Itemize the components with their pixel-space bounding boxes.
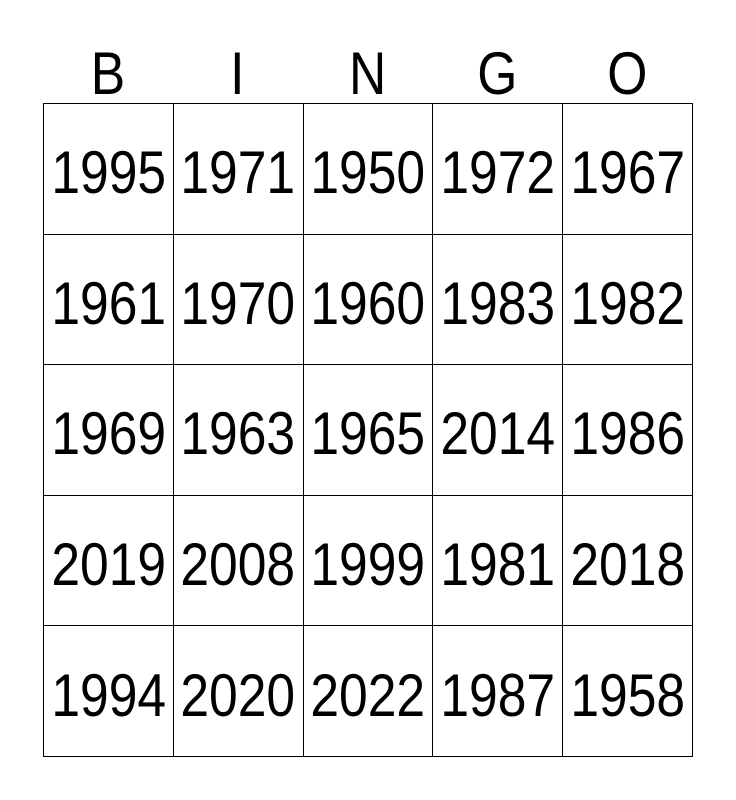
cell-value: 2019 bbox=[51, 531, 166, 599]
header-cell-b: B bbox=[43, 0, 173, 104]
header-cell-i: I bbox=[173, 0, 303, 104]
bingo-cell-r1c5[interactable]: 1967 bbox=[563, 104, 693, 235]
cell-value: 1963 bbox=[180, 400, 296, 468]
cell-value: 1950 bbox=[310, 139, 426, 207]
header-letter-i: I bbox=[230, 40, 245, 107]
bingo-grid: 1995 1971 1950 1972 1967 1961 1970 1960 … bbox=[43, 103, 693, 757]
bingo-cell-r2c2[interactable]: 1970 bbox=[173, 234, 304, 366]
bingo-cell-r4c4[interactable]: 1981 bbox=[433, 495, 564, 627]
bingo-cell-r5c4[interactable]: 1987 bbox=[433, 626, 564, 757]
cell-value: 1972 bbox=[440, 139, 556, 207]
bingo-cell-r2c5[interactable]: 1982 bbox=[563, 234, 693, 366]
bingo-cell-r2c4[interactable]: 1983 bbox=[433, 234, 564, 366]
bingo-cell-r3c4[interactable]: 2014 bbox=[433, 365, 564, 496]
cell-value: 1969 bbox=[51, 400, 166, 468]
bingo-card: B I N G O 1995 1971 1950 1972 1967 bbox=[43, 0, 693, 757]
cell-value: 1967 bbox=[570, 139, 685, 207]
cell-value: 2020 bbox=[180, 661, 296, 729]
header-letter-b: B bbox=[90, 40, 126, 107]
bingo-cell-r1c1[interactable]: 1995 bbox=[44, 104, 174, 235]
bingo-cell-r1c4[interactable]: 1972 bbox=[433, 104, 564, 235]
bingo-cell-r4c1[interactable]: 2019 bbox=[44, 495, 174, 627]
cell-value: 1958 bbox=[570, 661, 685, 729]
cell-value: 1960 bbox=[310, 269, 426, 337]
bingo-cell-r4c5[interactable]: 2018 bbox=[563, 495, 693, 627]
cell-value: 1970 bbox=[180, 269, 296, 337]
header-cell-n: N bbox=[303, 0, 433, 104]
header-cell-g: G bbox=[432, 0, 562, 104]
cell-value: 1982 bbox=[570, 269, 685, 337]
header-cell-o: O bbox=[562, 0, 692, 104]
header-letter-n: N bbox=[348, 40, 387, 107]
cell-value: 1999 bbox=[310, 531, 426, 599]
bingo-cell-r3c2[interactable]: 1963 bbox=[173, 365, 304, 496]
cell-value: 2018 bbox=[570, 531, 685, 599]
cell-value: 2008 bbox=[180, 531, 296, 599]
cell-value: 1961 bbox=[51, 269, 166, 337]
bingo-cell-r3c1[interactable]: 1969 bbox=[44, 365, 174, 496]
bingo-cell-r4c3[interactable]: 1999 bbox=[303, 495, 434, 627]
cell-value: 2014 bbox=[440, 400, 556, 468]
cell-value: 2022 bbox=[310, 661, 426, 729]
bingo-cell-r5c2[interactable]: 2020 bbox=[173, 626, 304, 757]
cell-value: 1965 bbox=[310, 400, 426, 468]
bingo-cell-r4c2[interactable]: 2008 bbox=[173, 495, 304, 627]
header-letter-o: O bbox=[607, 40, 648, 107]
bingo-cell-r1c3[interactable]: 1950 bbox=[303, 104, 434, 235]
bingo-cell-r2c3[interactable]: 1960 bbox=[303, 234, 434, 366]
cell-value: 1995 bbox=[51, 139, 166, 207]
bingo-cell-r5c1[interactable]: 1994 bbox=[44, 626, 174, 757]
bingo-cell-r5c3[interactable]: 2022 bbox=[303, 626, 434, 757]
cell-value: 1994 bbox=[51, 661, 166, 729]
cell-value: 1971 bbox=[180, 139, 296, 207]
cell-value: 1987 bbox=[440, 661, 556, 729]
bingo-cell-r3c3[interactable]: 1965 bbox=[303, 365, 434, 496]
bingo-cell-r1c2[interactable]: 1971 bbox=[173, 104, 304, 235]
bingo-header: B I N G O bbox=[43, 0, 693, 104]
cell-value: 1983 bbox=[440, 269, 556, 337]
bingo-cell-r5c5[interactable]: 1958 bbox=[563, 626, 693, 757]
bingo-cell-r2c1[interactable]: 1961 bbox=[44, 234, 174, 366]
cell-value: 1981 bbox=[440, 531, 556, 599]
bingo-cell-r3c5[interactable]: 1986 bbox=[563, 365, 693, 496]
header-letter-g: G bbox=[477, 40, 518, 107]
cell-value: 1986 bbox=[570, 400, 685, 468]
